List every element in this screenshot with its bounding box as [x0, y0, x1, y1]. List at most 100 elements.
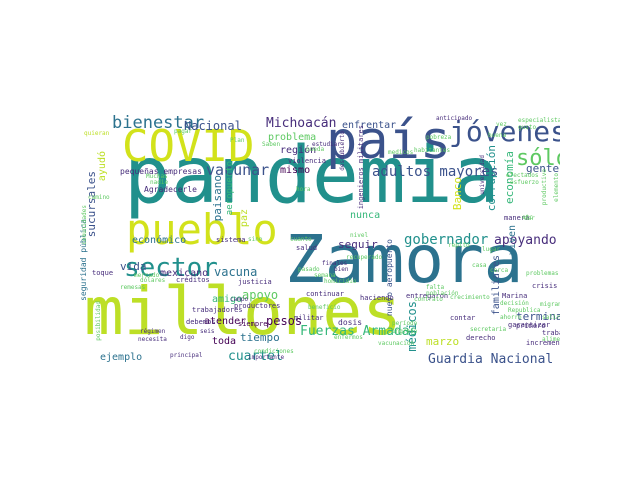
word: garantizar: [508, 321, 551, 329]
word: régimen: [140, 328, 166, 335]
word: homicidio: [324, 278, 357, 285]
word: repito: [448, 242, 470, 249]
word: Marina: [502, 292, 528, 300]
word: tiempo: [240, 331, 280, 344]
word: primero: [516, 322, 546, 330]
word: contar: [450, 314, 476, 322]
word: ayudó: [97, 151, 108, 182]
word: Muchas: [146, 173, 168, 180]
word: lugar: [482, 246, 501, 253]
word: ejemplo: [100, 352, 143, 363]
word: migrantes: [540, 301, 560, 308]
word: terminar: [516, 310, 560, 323]
word: descubierto: [339, 131, 346, 171]
word: dar: [524, 215, 535, 222]
word: cuanto: [290, 236, 312, 243]
word: salud: [296, 244, 318, 252]
word: pueda: [306, 146, 325, 153]
word: pandemia: [124, 131, 500, 221]
word: alimentos: [542, 336, 560, 343]
word: nuevo aeropuerto: [385, 239, 394, 317]
word: nadie: [150, 179, 169, 186]
word: anticipado: [436, 115, 473, 122]
word: debemos: [186, 318, 216, 326]
word: casa: [472, 262, 487, 269]
word: manera: [504, 214, 530, 222]
word: dólares: [140, 277, 166, 284]
word: Fuerzas Armadas: [300, 324, 418, 339]
word: período: [392, 320, 418, 327]
word: bienestar: [112, 115, 205, 133]
word: gusto: [518, 124, 537, 131]
word-cloud: pandemia millones Zamora país pueblo COV…: [80, 115, 560, 365]
word: digo: [180, 334, 195, 341]
word: corrupción: [485, 145, 498, 212]
word: toque: [92, 269, 114, 277]
word: pueblo: [126, 205, 278, 254]
word: seguir: [338, 238, 378, 251]
word: jóvenes: [449, 115, 560, 148]
word: amigo: [212, 294, 243, 305]
word: pobreza: [426, 134, 452, 141]
word: decisión: [500, 300, 529, 307]
word: créditos: [176, 276, 210, 284]
word: importante: [248, 354, 285, 361]
word: militar: [294, 314, 324, 322]
word: crecimiento: [450, 294, 490, 301]
word: secretaria: [470, 326, 507, 333]
word: toda: [212, 336, 237, 347]
word: Michoacán: [266, 116, 337, 131]
word: sector: [124, 253, 218, 283]
word: trabajo: [542, 329, 560, 337]
word: ahorro: [500, 314, 522, 321]
word: sino: [248, 236, 263, 243]
word: cuartel: [228, 349, 283, 364]
word: elemento: [553, 173, 560, 202]
word: campo: [230, 296, 249, 303]
word: pagar: [174, 128, 193, 135]
word: buena: [488, 132, 507, 139]
word: paz: [239, 209, 250, 228]
word: productivo: [541, 169, 548, 206]
word: Agradecerle: [144, 185, 197, 194]
word: vacuna: [214, 265, 258, 279]
word: enfrentar: [342, 120, 397, 131]
word: bien: [334, 266, 349, 273]
word: universidad: [479, 155, 486, 195]
word: crisis: [532, 282, 558, 290]
word: Zamora: [285, 221, 524, 298]
word: pequeñas empresas: [120, 167, 202, 176]
word: Plan: [230, 137, 245, 144]
word: paisano: [211, 175, 224, 222]
word: esfuerzo: [510, 179, 539, 186]
word: cerca: [490, 267, 509, 274]
word: gente: [526, 162, 560, 175]
word: apoyando: [494, 233, 557, 248]
word: sistema: [216, 236, 246, 244]
word: mexicano: [160, 268, 209, 279]
word: estudiar: [312, 141, 341, 148]
word: derecho: [466, 334, 496, 342]
word: justicia: [238, 278, 272, 286]
word: posibilidad: [95, 301, 102, 341]
word: población: [426, 290, 459, 297]
word: seis: [200, 328, 215, 335]
word: Guardia Nacional: [428, 352, 554, 365]
word: vacunación: [378, 340, 415, 347]
word: medicos: [388, 149, 414, 156]
word: aeropuerto: [225, 161, 235, 216]
word: vacunar: [206, 161, 270, 179]
word: millones: [84, 273, 402, 350]
word: mercado: [134, 272, 160, 279]
word: beneficio: [308, 304, 341, 311]
word: región: [280, 145, 317, 156]
word: país: [326, 115, 452, 171]
word: económico: [132, 235, 187, 246]
word: comunidades: [81, 205, 88, 245]
word: productores: [234, 302, 281, 310]
word: COVID: [122, 121, 255, 172]
word: necesita: [138, 336, 167, 343]
word: condiciones: [254, 348, 294, 355]
word: violencia: [288, 157, 326, 165]
word: principal: [170, 352, 203, 359]
